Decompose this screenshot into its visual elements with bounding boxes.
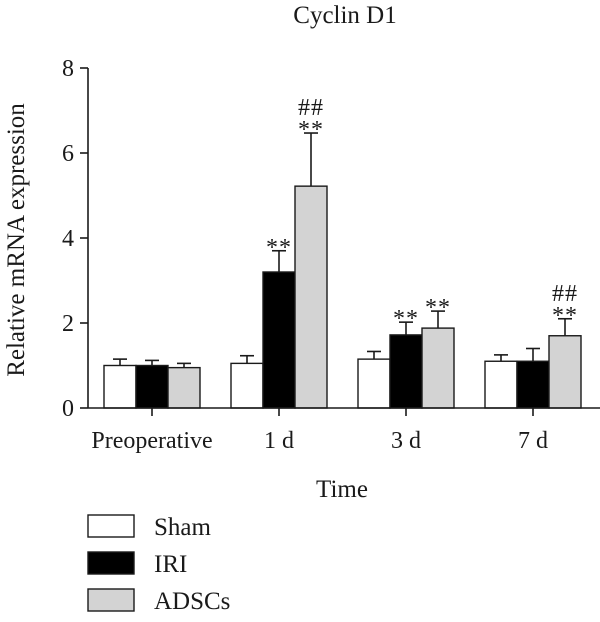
x-tick-label: 7 d xyxy=(518,428,548,454)
x-axis-ticks: Preoperative 1 d 3 d 7 d xyxy=(91,408,548,454)
bars-layer xyxy=(103,185,582,409)
bar-iri xyxy=(262,271,296,409)
bar-sham xyxy=(484,360,518,409)
y-tick-label: 4 xyxy=(62,226,74,252)
error-bars-layer xyxy=(113,132,572,368)
significance-annotations: **##**** **##** xyxy=(266,95,578,332)
bar-sham xyxy=(357,358,391,409)
bar-adscs xyxy=(421,327,455,409)
y-axis-ticks: 0 2 4 6 8 xyxy=(62,56,88,422)
y-axis-title: Relative mRNA expression xyxy=(3,103,30,377)
bar-iri xyxy=(135,364,169,409)
significance-stars: ** xyxy=(393,306,419,332)
bar-sham xyxy=(103,364,137,409)
legend: Sham IRI ADSCs xyxy=(87,514,230,615)
chart-title: Cyclin D1 xyxy=(293,2,396,29)
y-tick-label: 2 xyxy=(62,311,74,337)
legend-swatch-sham xyxy=(87,514,135,538)
x-tick-label: 3 d xyxy=(391,428,421,454)
x-tick-label: Preoperative xyxy=(91,428,212,454)
significance-hashes: ## xyxy=(298,95,324,121)
bar-sham xyxy=(230,362,264,409)
x-axis-title: Time xyxy=(316,476,368,503)
bar-adscs xyxy=(294,185,328,409)
significance-hashes: ## xyxy=(552,281,578,307)
y-tick-label: 8 xyxy=(62,56,74,82)
bar-adscs xyxy=(548,335,582,409)
legend-swatch-iri xyxy=(87,551,135,575)
legend-label-adscs: ADSCs xyxy=(154,588,230,615)
significance-stars: ** xyxy=(266,235,292,261)
significance-stars: ** xyxy=(552,303,578,329)
legend-label-iri: IRI xyxy=(154,551,187,578)
significance-stars: ** xyxy=(298,117,324,143)
legend-swatch-adscs xyxy=(87,588,135,612)
bar-iri xyxy=(516,360,550,409)
x-tick-label: 1 d xyxy=(264,428,294,454)
bar-adscs xyxy=(167,366,201,409)
legend-label-sham: Sham xyxy=(154,514,212,541)
significance-stars: ** xyxy=(425,295,451,321)
y-tick-label: 6 xyxy=(62,141,74,167)
y-tick-label: 0 xyxy=(62,396,74,422)
bar-iri xyxy=(389,334,423,409)
